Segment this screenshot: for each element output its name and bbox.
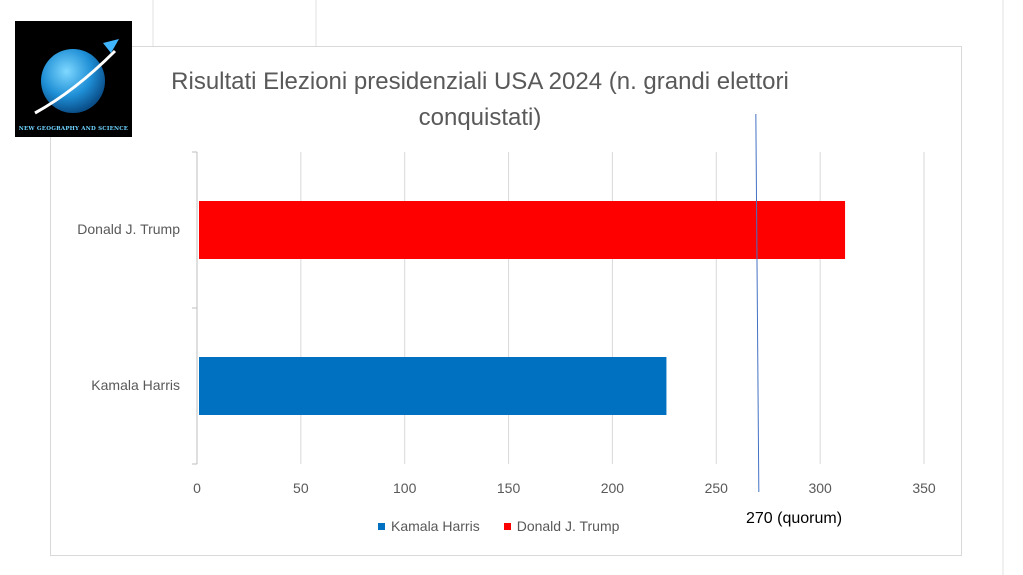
category-label: Donald J. Trump xyxy=(77,221,180,237)
bar-donald-j-trump[interactable] xyxy=(199,201,846,259)
x-tick-label: 100 xyxy=(393,480,417,496)
x-tick-label: 200 xyxy=(600,480,625,496)
legend-item-kamala-harris[interactable]: Kamala Harris xyxy=(378,518,480,534)
logo-text: New Geography and Science xyxy=(18,126,129,132)
category-label: Kamala Harris xyxy=(91,377,180,393)
quorum-annotation-label: 270 (quorum) xyxy=(746,510,843,527)
chart-area[interactable] xyxy=(50,46,962,556)
x-tick-label: 50 xyxy=(293,480,309,496)
x-tick-label: 250 xyxy=(704,480,728,496)
legend: Kamala Harris Donald J. Trump xyxy=(378,518,619,534)
legend-label-kamala-harris: Kamala Harris xyxy=(391,518,480,534)
globe-plane-icon xyxy=(34,39,119,115)
chart-title: Risultati Elezioni presidenziali USA 202… xyxy=(140,64,820,136)
logo: New Geography and Science xyxy=(15,21,132,137)
chart-title-line-1: Risultati Elezioni presidenziali USA 202… xyxy=(171,68,789,95)
bar-kamala-harris[interactable] xyxy=(199,357,667,415)
quorum-line xyxy=(755,113,760,493)
x-tick-label: 150 xyxy=(496,480,521,496)
legend-swatch-kamala-harris xyxy=(378,522,385,530)
legend-swatch-donald-trump xyxy=(503,522,511,530)
legend-label-donald-trump: Donald J. Trump xyxy=(516,518,620,534)
legend-item-donald-trump[interactable]: Donald J. Trump xyxy=(503,518,620,534)
x-tick-label: 0 xyxy=(193,480,201,496)
x-tick-label: 350 xyxy=(912,480,936,496)
x-tick-label: 300 xyxy=(808,480,832,496)
chart-title-line-2: conquistati) xyxy=(418,104,542,131)
